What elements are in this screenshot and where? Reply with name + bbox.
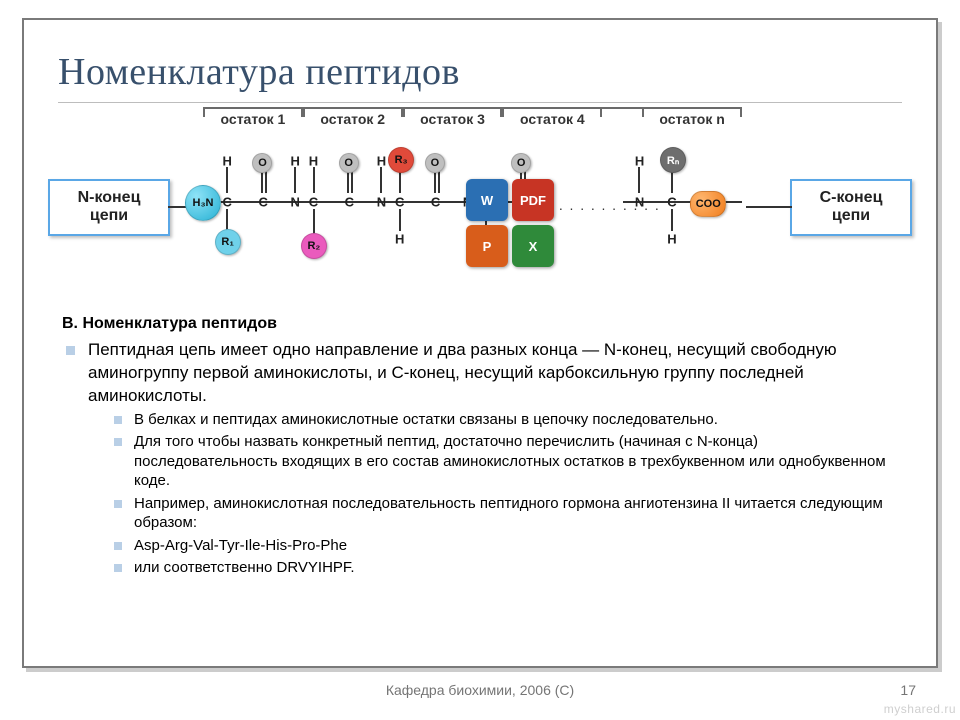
ppt-icon: P: [466, 225, 508, 267]
atom-c: C: [395, 195, 404, 210]
connector-line: [746, 206, 792, 208]
oxygen: O: [425, 153, 445, 173]
atom-c: C: [258, 195, 267, 210]
c-terminus-line2: цепи: [796, 207, 906, 225]
atom-n: N: [290, 195, 299, 210]
bond: [671, 209, 673, 231]
sub-bullet: или соответственно DRVYIHPF.: [114, 558, 902, 578]
atom-c: C: [431, 195, 440, 210]
sub-bullet: Например, аминокислотная последовательно…: [114, 494, 902, 533]
atom-n: N: [635, 195, 644, 210]
title-divider: [58, 102, 902, 103]
xls-icon: X: [512, 225, 554, 267]
atom-h: H: [667, 232, 676, 247]
pdf-icon: PDF: [512, 179, 554, 221]
bullet-list: Пептидная цепь имеет одно направление и …: [66, 339, 902, 578]
sub-bullet-list: В белках и пептидах аминокислотные остат…: [114, 410, 902, 578]
residue-ruler: остаток 1 остаток 2 остаток 3 остаток 4 …: [203, 107, 742, 127]
atom-h: H: [290, 154, 299, 169]
atom-h: H: [377, 154, 386, 169]
bond: [294, 167, 296, 193]
atom-c: C: [223, 195, 232, 210]
peptide-diagram: остаток 1 остаток 2 остаток 3 остаток 4 …: [48, 107, 912, 307]
sub-bullet: Для того чтобы назвать конкретный пептид…: [114, 432, 902, 491]
oxygen: O: [252, 153, 272, 173]
atom-c: C: [345, 195, 354, 210]
bond: [399, 209, 401, 231]
residue-gap: [602, 107, 642, 127]
residue-label: остаток 1: [203, 107, 303, 127]
bond: [226, 209, 228, 231]
bullet-text: Пептидная цепь имеет одно направление и …: [88, 340, 837, 405]
r-group: R₃: [388, 147, 414, 173]
bond: [226, 167, 228, 193]
c-terminus-line1: С-конец: [796, 189, 906, 207]
slide-title: Номенклатура пептидов: [58, 50, 902, 94]
bond: [638, 167, 640, 193]
bullet-main: Пептидная цепь имеет одно направление и …: [66, 339, 902, 578]
sub-bullet: Asp-Arg-Val-Tyr-Ile-His-Pro-Phe: [114, 536, 902, 556]
atom-c: C: [309, 195, 318, 210]
c-terminus-box: С-конец цепи: [790, 179, 912, 236]
n-terminus-line1: N-конец: [54, 189, 164, 207]
n-terminus-line2: цепи: [54, 207, 164, 225]
diagram-caption: В. Номенклатура пептидов: [62, 315, 902, 333]
oxygen: O: [339, 153, 359, 173]
residue-label: остаток n: [642, 107, 742, 127]
slide-frame: Номенклатура пептидов остаток 1 остаток …: [22, 18, 938, 668]
coo-group: COO: [690, 191, 726, 217]
atom-c: C: [667, 195, 676, 210]
r-group: Rₙ: [660, 147, 686, 173]
oxygen: O: [511, 153, 531, 173]
sub-bullet: В белках и пептидах аминокислотные остат…: [114, 410, 902, 430]
page-number: 17: [900, 682, 916, 698]
atom-n: N: [377, 195, 386, 210]
r-group: R₂: [301, 233, 327, 259]
bond: [380, 167, 382, 193]
residue-label: остаток 4: [502, 107, 602, 127]
footer-text: Кафедра биохимии, 2006 (С): [0, 682, 960, 698]
r-group: R₁: [215, 229, 241, 255]
atom-h: H: [395, 232, 404, 247]
atom-h: H: [309, 154, 318, 169]
watermark: myshared.ru: [884, 702, 956, 716]
bond: [313, 167, 315, 193]
n-terminus-box: N-конец цепи: [48, 179, 170, 236]
slide: Номенклатура пептидов остаток 1 остаток …: [0, 0, 960, 720]
atom-h: H: [635, 154, 644, 169]
nh3-group: H₃N: [185, 185, 221, 221]
residue-label: остаток 3: [403, 107, 503, 127]
residue-label: остаток 2: [303, 107, 403, 127]
atom-h: H: [223, 154, 232, 169]
doc-icon: W: [466, 179, 508, 221]
bond: [313, 209, 315, 235]
